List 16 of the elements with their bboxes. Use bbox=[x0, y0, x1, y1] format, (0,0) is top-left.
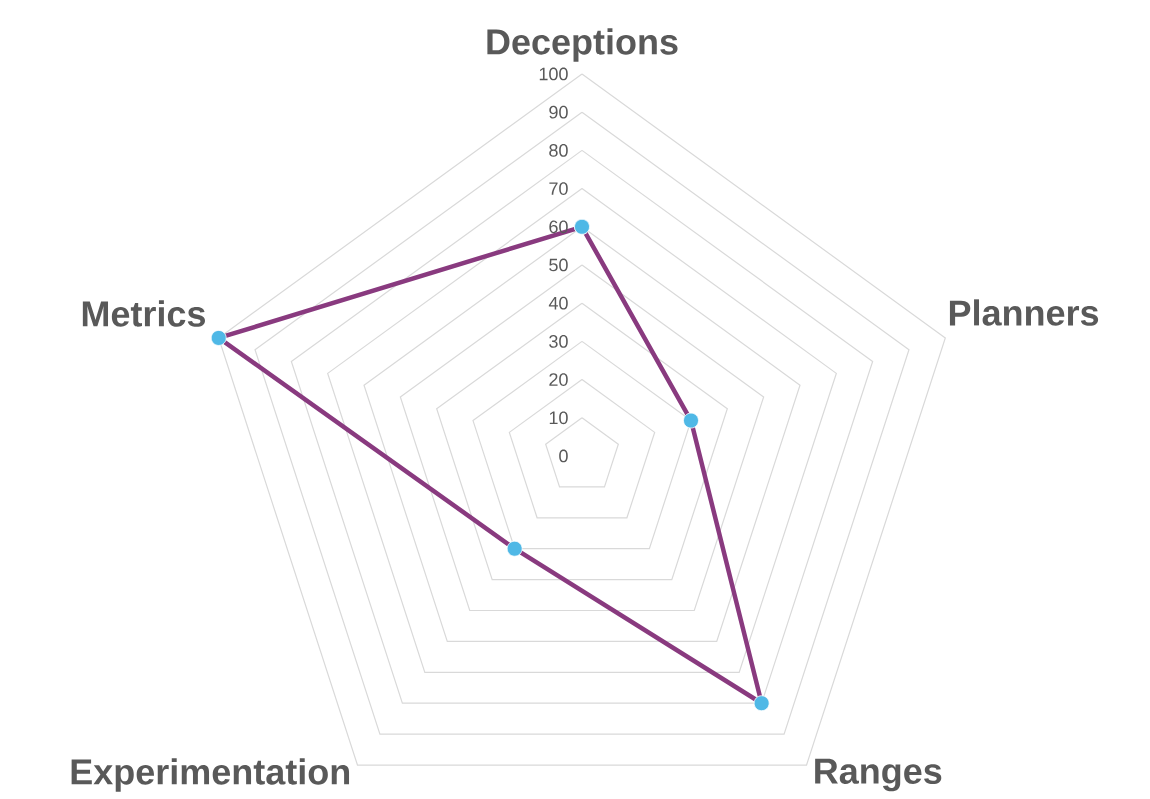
y-tick-label: 10 bbox=[549, 411, 568, 425]
spoke-label: Deceptions bbox=[487, 28, 678, 62]
y-tick-label: 50 bbox=[549, 258, 568, 272]
spoke-label: Metrics bbox=[82, 300, 205, 327]
y-tick-label: 0 bbox=[559, 449, 568, 463]
y-tick-label: 20 bbox=[549, 373, 568, 386]
y-tick-label: 40 bbox=[548, 296, 568, 310]
y-tick-label: 80 bbox=[549, 144, 568, 157]
y-tick-label: 90 bbox=[549, 105, 568, 119]
y-tick-label: 60 bbox=[549, 220, 568, 234]
spoke-label: Experimentation bbox=[71, 758, 350, 792]
y-tick-label: 30 bbox=[549, 335, 568, 348]
y-tick-label: 100 bbox=[539, 67, 568, 81]
spoke-label: Ranges bbox=[815, 758, 942, 792]
spoke-label: Planners bbox=[949, 299, 1099, 326]
y-tick-label: 70 bbox=[549, 182, 568, 195]
